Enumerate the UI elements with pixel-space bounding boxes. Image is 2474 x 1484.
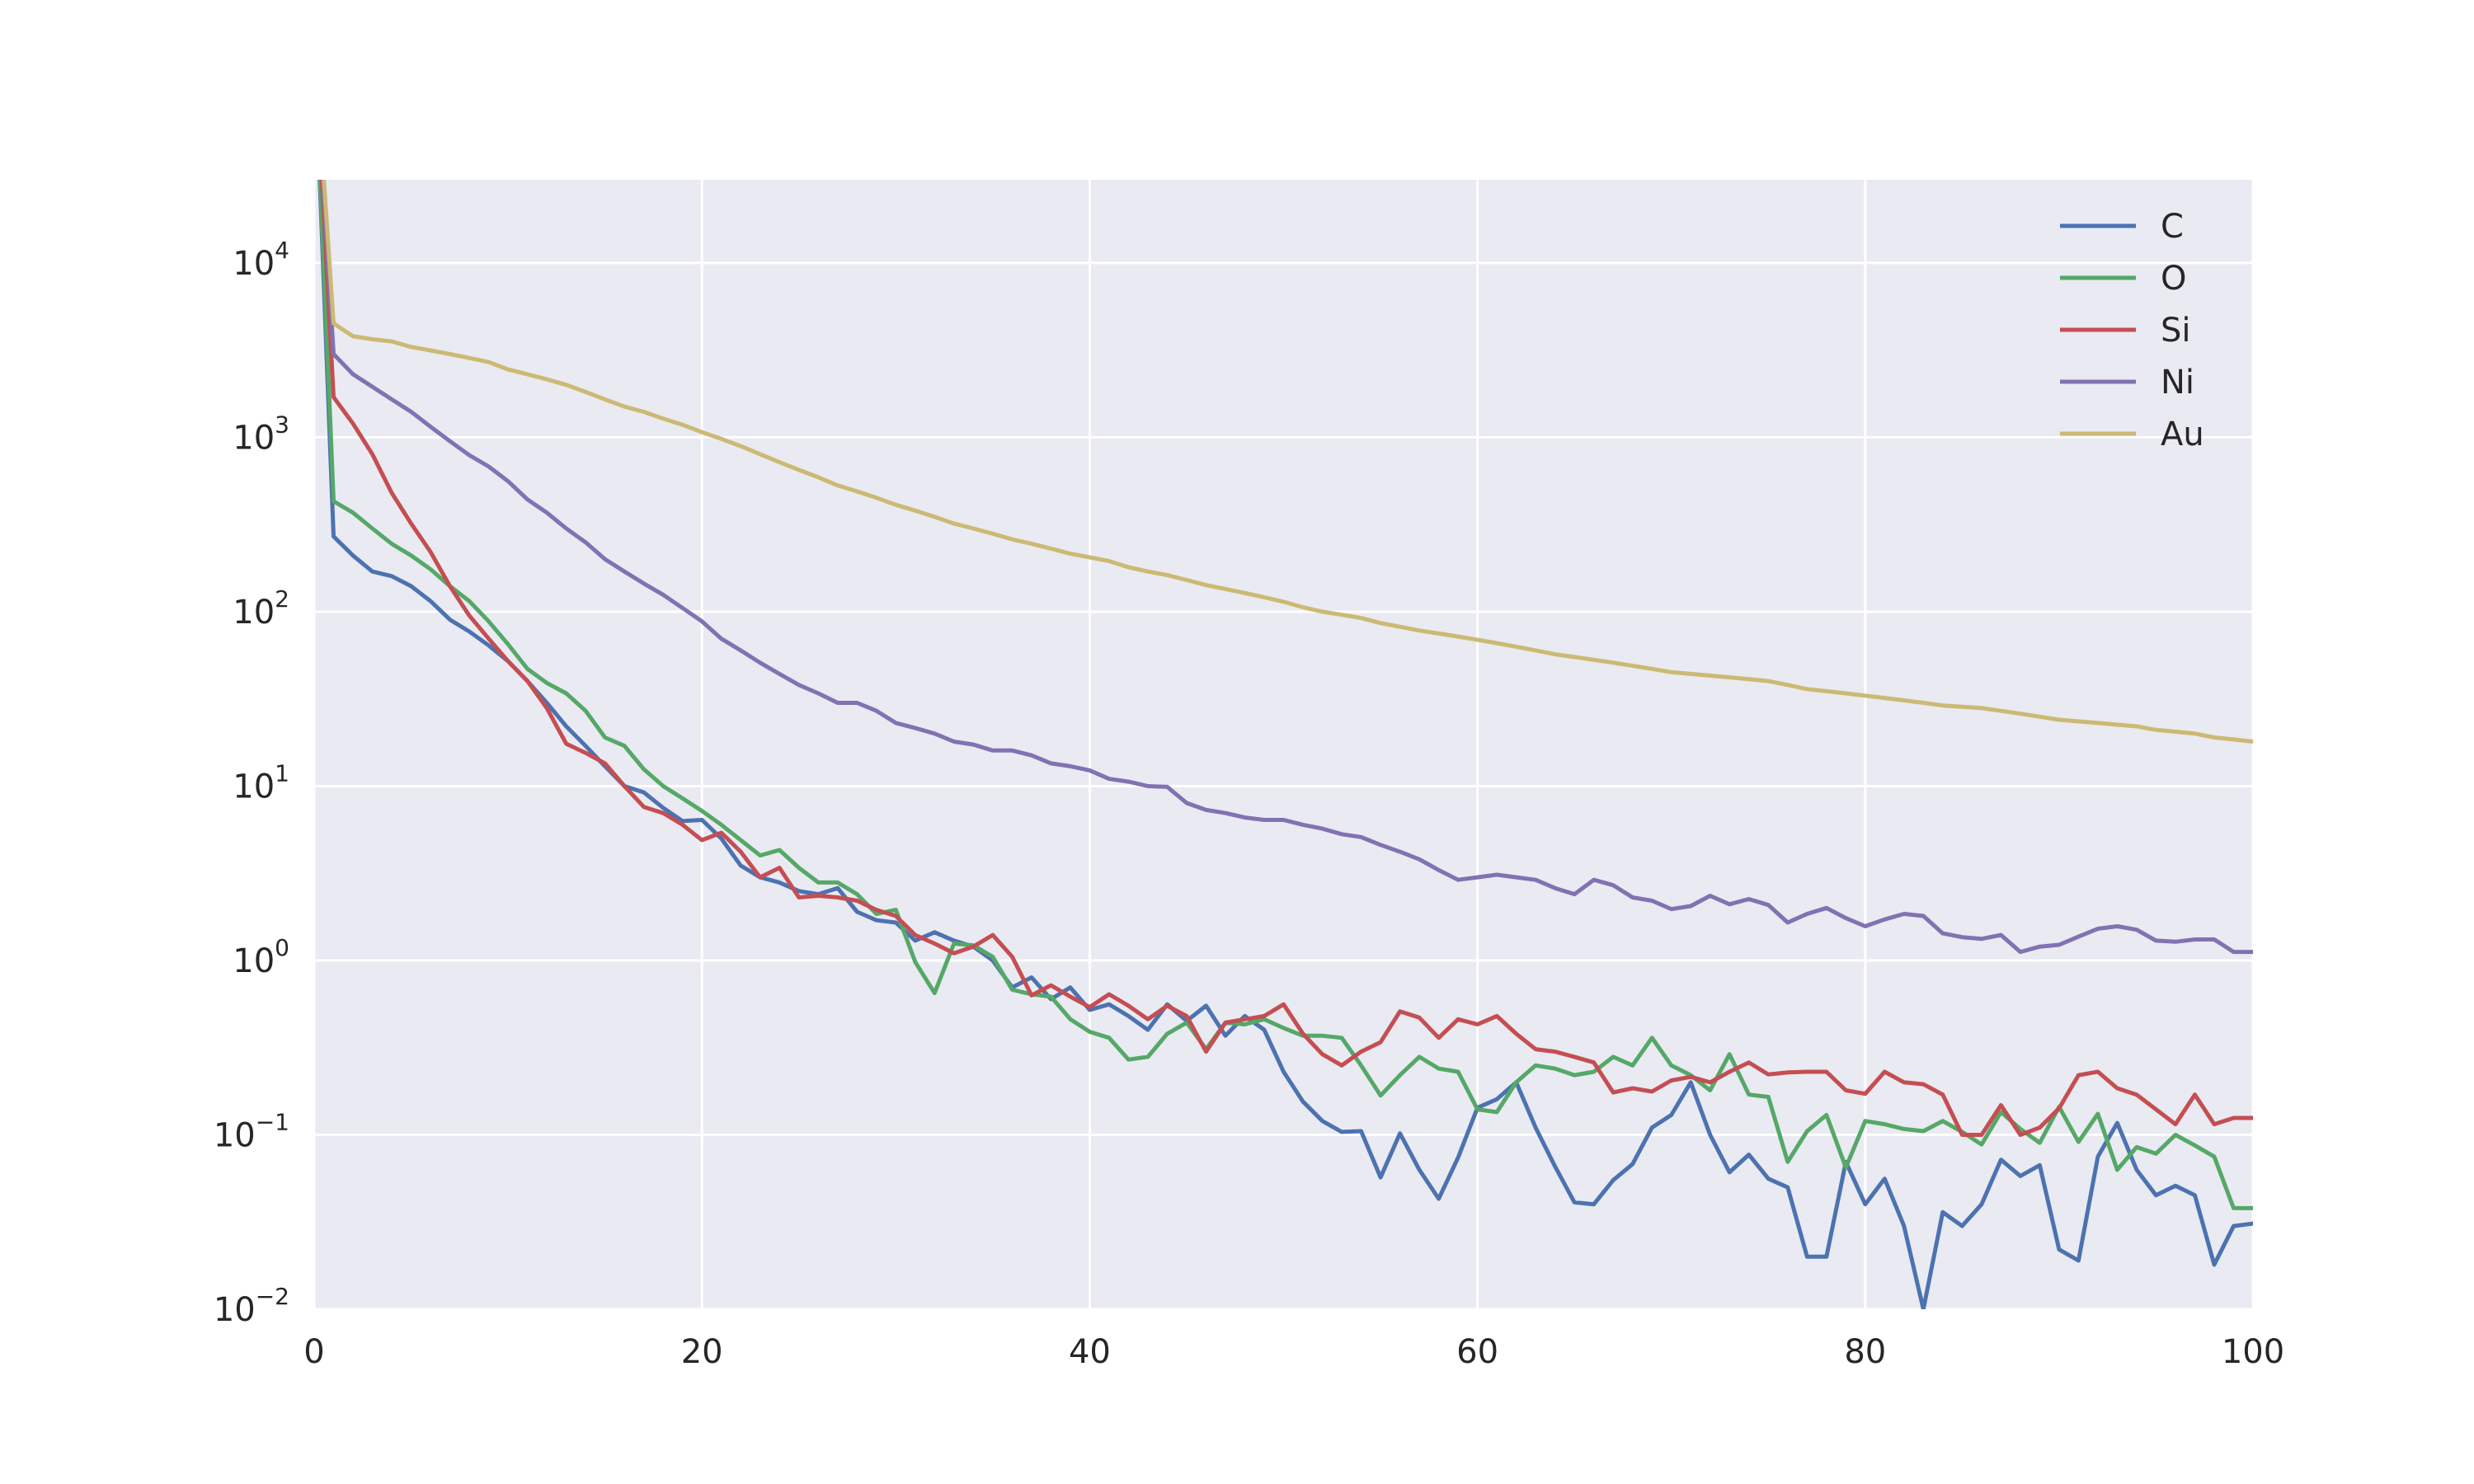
y-tick-label: 10−1 <box>214 1108 289 1154</box>
legend-label-au: Au <box>2161 416 2204 453</box>
grid <box>313 180 2255 1311</box>
legend-label-o: O <box>2161 260 2186 298</box>
legend-label-si: Si <box>2161 312 2191 350</box>
x-tick-label: 100 <box>2222 1333 2284 1371</box>
series-line-ni <box>321 180 2253 955</box>
y-tick-label: 100 <box>233 934 289 980</box>
plot-background <box>314 180 2253 1309</box>
y-tick-label: 104 <box>233 237 289 283</box>
series-line-c <box>317 180 2253 1309</box>
y-tick-label: 103 <box>233 411 289 457</box>
series-line-au <box>322 180 2253 744</box>
legend-label-ni: Ni <box>2161 364 2194 402</box>
legend-label-c: C <box>2161 208 2184 246</box>
y-tick-label: 10−2 <box>214 1283 289 1329</box>
x-tick-labels: 0 20 40 60 80 100 <box>303 1333 2284 1371</box>
y-tick-label: 101 <box>233 759 289 805</box>
series-lines <box>317 180 2253 1309</box>
legend: CO Si Ni Au <box>2060 208 2204 453</box>
series-line-si <box>319 180 2253 1137</box>
x-tick-label: 80 <box>1844 1333 1886 1371</box>
series-line-o <box>317 180 2253 1210</box>
x-tick-label: 40 <box>1069 1333 1111 1371</box>
y-tick-label: 102 <box>233 585 289 632</box>
x-tick-label: 20 <box>681 1333 723 1371</box>
x-tick-label: 0 <box>303 1333 324 1371</box>
y-tick-labels: 10−2 10−1 100 101 102 103 104 <box>214 237 289 1329</box>
x-tick-label: 60 <box>1456 1333 1498 1371</box>
